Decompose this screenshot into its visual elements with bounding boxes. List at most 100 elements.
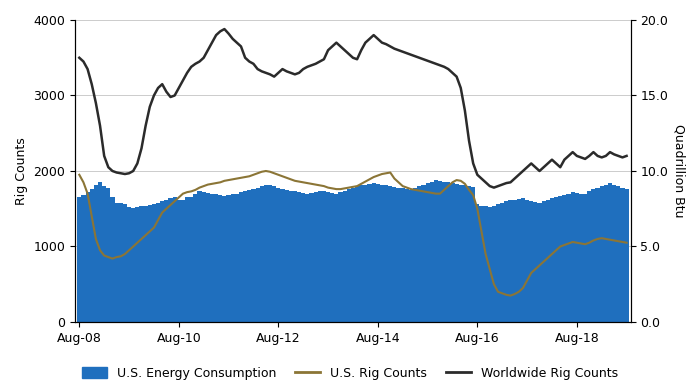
Bar — [351, 188, 355, 322]
Bar — [612, 185, 616, 322]
Bar — [570, 192, 575, 322]
Bar — [562, 195, 566, 322]
Bar — [608, 183, 612, 322]
Bar — [122, 204, 127, 322]
Bar — [152, 204, 156, 322]
Bar — [496, 204, 500, 322]
Bar — [368, 184, 372, 322]
Bar — [488, 207, 492, 322]
Bar — [193, 194, 197, 322]
Y-axis label: Rig Counts: Rig Counts — [15, 137, 28, 205]
Bar — [442, 181, 446, 322]
Bar — [558, 196, 562, 322]
Bar — [538, 203, 542, 322]
Bar — [413, 188, 417, 322]
Bar — [508, 201, 512, 322]
Bar — [504, 201, 508, 322]
Bar — [620, 188, 624, 322]
Bar — [355, 186, 359, 322]
Bar — [430, 181, 434, 322]
Bar — [176, 200, 181, 322]
Bar — [525, 200, 529, 322]
Bar — [322, 191, 326, 322]
Bar — [326, 192, 330, 322]
Bar — [616, 186, 620, 322]
Bar — [421, 185, 426, 322]
Bar — [260, 186, 264, 322]
Bar — [434, 180, 438, 322]
Bar — [396, 188, 400, 322]
Bar — [314, 192, 318, 322]
Bar — [389, 186, 392, 322]
Bar — [251, 189, 256, 322]
Bar — [492, 206, 496, 322]
Bar — [272, 186, 276, 322]
Bar — [583, 194, 587, 322]
Bar — [169, 198, 173, 322]
Bar — [227, 195, 230, 322]
Bar — [600, 186, 604, 322]
Bar — [438, 181, 442, 322]
Bar — [239, 192, 243, 322]
Bar — [94, 185, 98, 322]
Bar — [185, 197, 189, 322]
Bar — [111, 197, 115, 322]
Bar — [596, 188, 600, 322]
Bar — [173, 197, 176, 322]
Bar — [409, 190, 413, 322]
Bar — [542, 201, 546, 322]
Bar — [115, 203, 119, 322]
Bar — [376, 184, 380, 322]
Bar — [234, 194, 239, 322]
Bar — [276, 188, 281, 322]
Bar — [579, 194, 583, 322]
Bar — [604, 185, 608, 322]
Bar — [624, 189, 629, 322]
Bar — [566, 194, 570, 322]
Bar — [243, 191, 247, 322]
Bar — [392, 187, 396, 322]
Bar — [77, 197, 81, 322]
Bar — [521, 198, 525, 322]
Bar — [592, 189, 596, 322]
Bar — [309, 193, 314, 322]
Bar — [139, 206, 144, 322]
Bar — [458, 185, 463, 322]
Bar — [293, 191, 297, 322]
Bar — [189, 197, 193, 322]
Bar — [467, 186, 471, 322]
Bar — [363, 185, 368, 322]
Bar — [98, 182, 102, 322]
Bar — [380, 185, 384, 322]
Bar — [223, 196, 227, 322]
Bar — [135, 207, 139, 322]
Bar — [417, 186, 421, 322]
Bar — [330, 193, 335, 322]
Bar — [131, 208, 135, 322]
Bar — [264, 185, 268, 322]
Bar — [268, 185, 272, 322]
Bar — [230, 194, 235, 322]
Bar — [550, 198, 554, 322]
Bar — [587, 191, 592, 322]
Bar — [206, 193, 210, 322]
Bar — [446, 182, 450, 322]
Bar — [450, 183, 454, 322]
Bar — [480, 206, 484, 322]
Bar — [372, 183, 376, 322]
Bar — [284, 190, 288, 322]
Bar — [335, 194, 338, 322]
Bar — [342, 191, 346, 322]
Bar — [426, 183, 430, 322]
Bar — [210, 194, 214, 322]
Bar — [484, 206, 488, 322]
Bar — [517, 199, 521, 322]
Bar — [500, 203, 504, 322]
Bar — [144, 206, 148, 322]
Bar — [463, 185, 467, 322]
Bar — [218, 195, 223, 322]
Bar — [119, 203, 122, 322]
Bar — [127, 207, 131, 322]
Bar — [305, 194, 309, 322]
Bar — [102, 186, 106, 322]
